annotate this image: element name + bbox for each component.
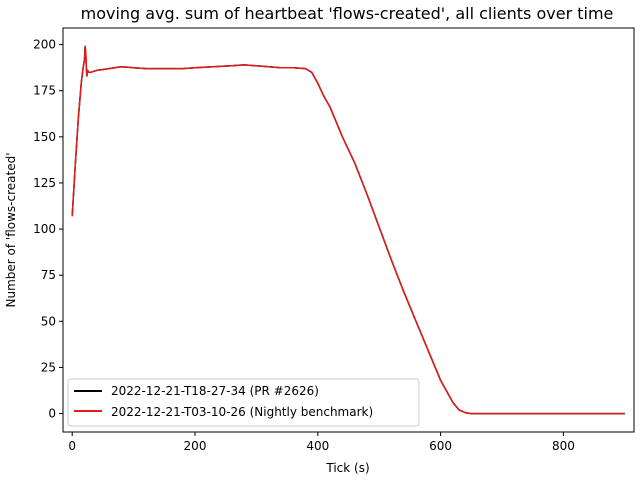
y-axis: 0 25 50 75 100 125 150 175 200 (33, 38, 63, 421)
series-layer (71, 45, 625, 415)
legend: 2022-12-21-T18-27-34 (PR #2626) 2022-12-… (67, 378, 420, 427)
plot-clip (71, 45, 625, 415)
y-axis-label: Number of 'flows-created' (4, 152, 18, 307)
x-tick-label: 400 (306, 439, 329, 453)
y-tick-label: 75 (41, 268, 56, 282)
y-tick-label: 50 (41, 314, 56, 328)
chart-title: moving avg. sum of heartbeat 'flows-crea… (81, 4, 614, 23)
series-line-pr (71, 45, 625, 415)
y-tick-label: 150 (33, 130, 56, 144)
series-line-nightly (71, 45, 625, 415)
legend-label-nightly: 2022-12-21-T03-10-26 (Nightly benchmark) (111, 405, 373, 419)
y-tick-label: 100 (33, 222, 56, 236)
y-tick-label: 200 (33, 38, 56, 52)
x-axis-label: Tick (s) (325, 461, 369, 475)
x-tick-label: 600 (429, 439, 452, 453)
y-tick-label: 125 (33, 176, 56, 190)
plot-area (62, 27, 635, 433)
y-tick-label: 25 (41, 360, 56, 374)
legend-box (67, 378, 420, 427)
y-tick-label: 175 (33, 84, 56, 98)
x-tick-label: 200 (184, 439, 207, 453)
x-tick-label: 800 (552, 439, 575, 453)
x-tick-label: 0 (68, 439, 76, 453)
x-axis: 0 200 400 600 800 (68, 432, 575, 453)
legend-label-pr: 2022-12-21-T18-27-34 (PR #2626) (111, 384, 319, 398)
y-tick-label: 0 (48, 407, 56, 421)
